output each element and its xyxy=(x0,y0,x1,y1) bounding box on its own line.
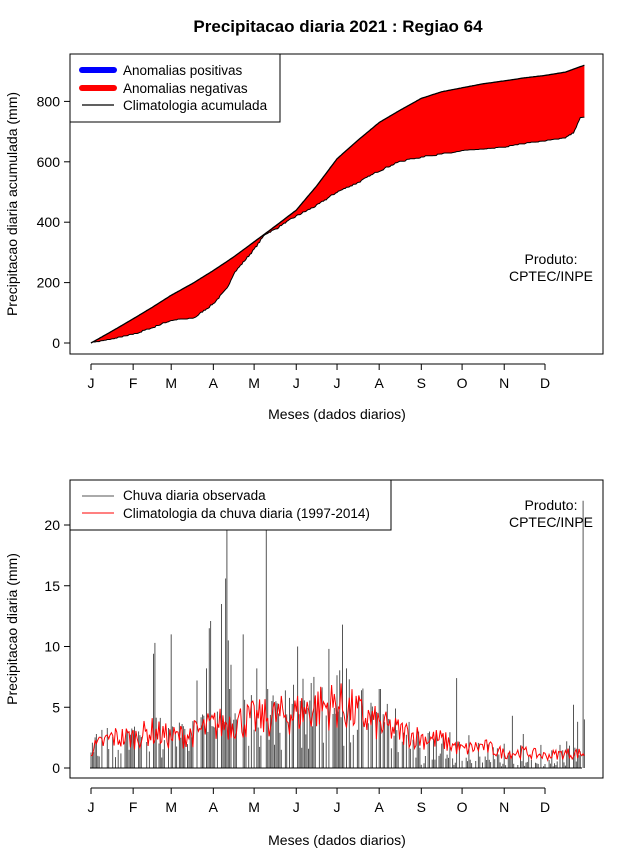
x-tick-label: J xyxy=(293,375,300,391)
legend-label: Anomalias negativas xyxy=(123,81,248,96)
x-tick-label: S xyxy=(417,375,426,391)
x-tick-label: F xyxy=(129,799,138,815)
negative-anomaly-area xyxy=(91,65,585,343)
climatology-daily-line xyxy=(90,683,585,762)
credit-source: CPTEC/INPE xyxy=(509,268,593,284)
y-tick-label: 400 xyxy=(37,214,61,230)
legend-label: Anomalias positivas xyxy=(123,63,243,78)
y-tick-label: 5 xyxy=(52,699,60,715)
x-tick-label: J xyxy=(88,799,95,815)
y-tick-label: 20 xyxy=(44,517,60,533)
x-tick-label: N xyxy=(499,375,509,391)
x-tick-label: A xyxy=(374,799,384,815)
y-tick-label: 0 xyxy=(52,335,60,351)
x-tick-label: J xyxy=(88,375,95,391)
y-axis-label: Precipitacao diaria (mm) xyxy=(4,553,20,705)
x-tick-label: J xyxy=(293,799,300,815)
x-tick-label: N xyxy=(499,799,509,815)
x-tick-label: J xyxy=(334,375,341,391)
daily-chart: 0 5 10 15 20 J F M A M J J A S O N D Meses (dados diari… xyxy=(4,479,604,848)
credit-source: CPTEC/INPE xyxy=(509,514,593,530)
legend: Chuva diaria observada Climatologia da c… xyxy=(69,479,392,531)
page-title: Precipitacao diaria 2021 : Regiao 64 xyxy=(193,17,483,36)
y-tick-label: 600 xyxy=(37,154,61,170)
y-tick-label: 800 xyxy=(37,93,61,109)
legend-label: Climatologia acumulada xyxy=(123,98,268,113)
x-axis-label: Meses (dados diarios) xyxy=(268,832,406,848)
x-tick-label: M xyxy=(165,375,177,391)
x-tick-label: A xyxy=(374,375,384,391)
credit-label: Produto: xyxy=(525,251,578,267)
x-tick-label: S xyxy=(417,799,426,815)
legend-label: Chuva diaria observada xyxy=(123,488,266,503)
observed-accumulated-line xyxy=(90,116,585,344)
x-tick-label: O xyxy=(457,799,468,815)
climatology-accumulated-line xyxy=(90,64,585,344)
y-axis: 0 200 400 600 800 xyxy=(37,93,71,351)
x-tick-label: D xyxy=(540,799,550,815)
x-tick-label: D xyxy=(540,375,550,391)
x-tick-label: O xyxy=(457,375,468,391)
accumulated-chart: 0 200 400 600 800 J F M A M J J A S O N D Meses (dados … xyxy=(4,53,604,422)
y-tick-label: 200 xyxy=(37,275,61,291)
x-tick-label: A xyxy=(209,375,219,391)
x-tick-label: M xyxy=(165,799,177,815)
x-axis-label: Meses (dados diarios) xyxy=(268,406,406,422)
legend-label: Climatologia da chuva diaria (1997-2014) xyxy=(123,506,370,521)
legend: Anomalias positivas Anomalias negativas … xyxy=(69,53,281,123)
credit-label: Produto: xyxy=(525,497,578,513)
y-tick-label: 0 xyxy=(52,760,60,776)
y-tick-label: 15 xyxy=(44,578,60,594)
x-tick-label: A xyxy=(209,799,219,815)
x-tick-label: M xyxy=(248,799,260,815)
x-tick-label: M xyxy=(248,375,260,391)
y-axis: 0 5 10 15 20 xyxy=(44,517,71,776)
y-tick-label: 10 xyxy=(44,639,60,655)
y-axis-label: Precipitacao diaria acumulada (mm) xyxy=(4,92,20,316)
x-tick-label: F xyxy=(129,375,138,391)
legend-box xyxy=(69,479,392,531)
x-tick-label: J xyxy=(334,799,341,815)
